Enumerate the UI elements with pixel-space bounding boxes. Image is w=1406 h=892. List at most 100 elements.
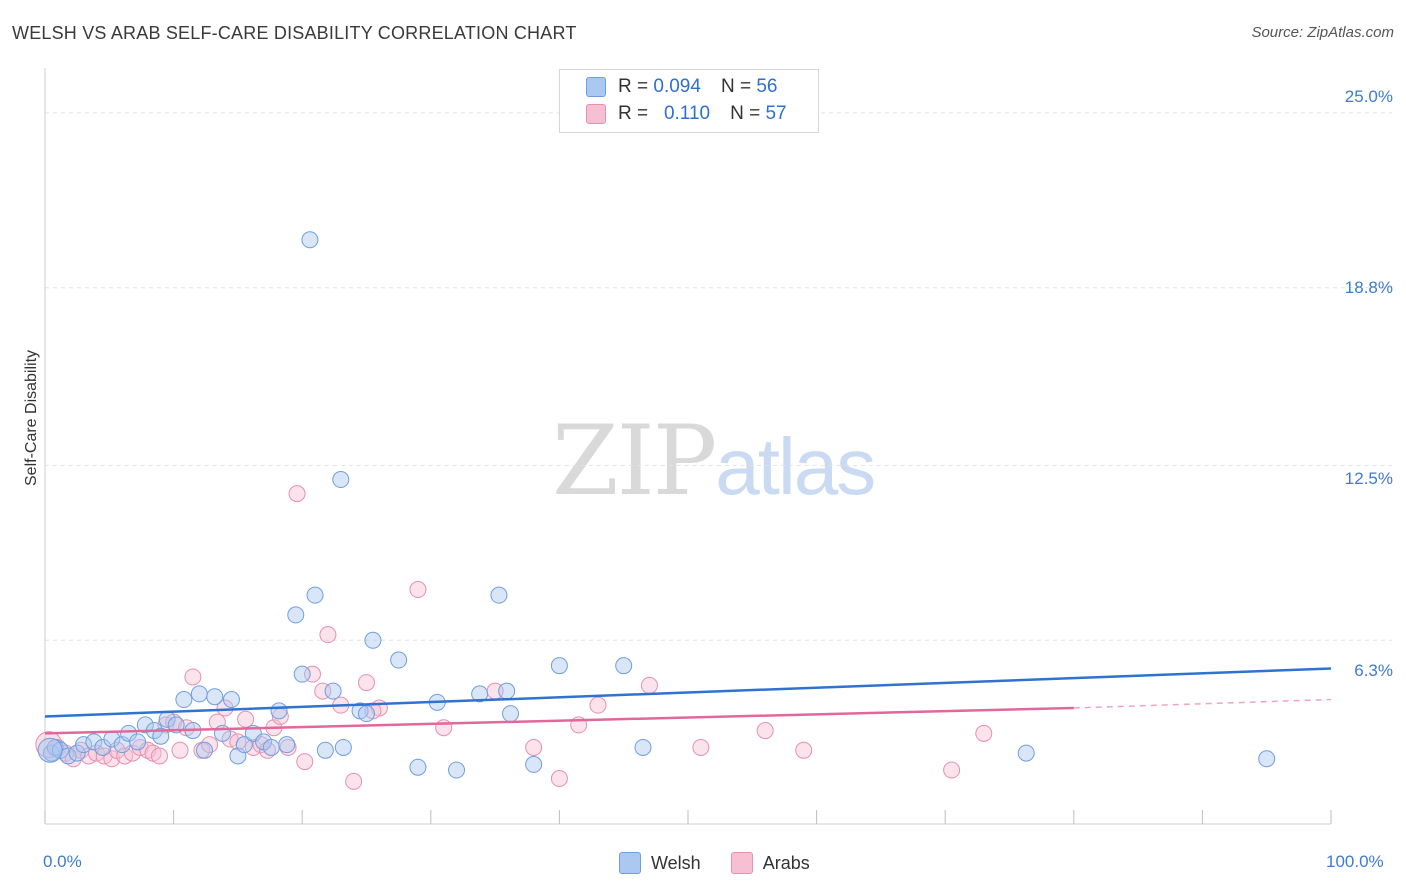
data-point (409, 758, 427, 776)
legend-row-arabs: R = 0.110 N = 57 (586, 102, 787, 126)
data-point (316, 741, 334, 759)
data-point (525, 738, 543, 756)
y-axis-label: Self-Care Disability (23, 349, 40, 486)
data-point (795, 741, 813, 759)
source-label: Source: ZipAtlas.com (1251, 24, 1394, 41)
data-point (262, 738, 280, 756)
legend-r-label: R = (618, 76, 649, 97)
axes (44, 68, 1332, 825)
data-point (364, 631, 382, 649)
data-point (120, 724, 138, 742)
legend-n-label: N = (730, 103, 761, 124)
data-point (345, 772, 363, 790)
data-point (448, 761, 466, 779)
y-tick-label: 25.0% (1344, 87, 1393, 106)
data-point (1017, 744, 1035, 762)
arabs-trend-line (44, 706, 1074, 735)
watermark-atlas: atlas (715, 422, 876, 511)
data-point (184, 668, 202, 686)
data-point (288, 485, 306, 503)
data-point (1258, 750, 1276, 768)
data-point (435, 719, 453, 737)
chart-title: WELSH VS ARAB SELF-CARE DISABILITY CORRE… (12, 23, 577, 43)
arabs-swatch (586, 104, 606, 124)
data-point (303, 665, 321, 683)
data-point (502, 705, 520, 723)
data-point (358, 705, 375, 723)
data-point (589, 696, 607, 714)
data-point (175, 691, 193, 709)
legend-n-value: 56 (756, 76, 778, 97)
data-point (190, 685, 208, 703)
data-point (287, 606, 305, 624)
data-point (279, 738, 297, 756)
welsh-swatch (619, 852, 641, 874)
cluster-point (37, 737, 63, 763)
data-point (195, 741, 213, 759)
data-point (390, 651, 408, 669)
data-point (490, 586, 508, 604)
welsh-legend-label: Welsh (651, 852, 701, 873)
data-point (550, 657, 568, 675)
data-point (324, 682, 342, 700)
x-tick-label: 100.0% (1326, 852, 1384, 871)
legend: R = 0.094 N = 56 R = 0.110 N = 57 (559, 69, 819, 133)
data-point (206, 688, 224, 706)
legend-row-welsh: R = 0.094 N = 56 (586, 75, 777, 99)
data-point (75, 736, 93, 754)
data-point (550, 770, 568, 788)
data-point (296, 753, 314, 771)
data-point (634, 738, 652, 756)
y-tick-label: 12.5% (1344, 469, 1393, 488)
welsh-trend-line (44, 667, 1332, 718)
legend-r-value: 0.110 (663, 103, 711, 124)
data-point (237, 710, 255, 728)
data-point (152, 727, 170, 745)
data-point (103, 750, 121, 768)
data-point (640, 676, 658, 694)
data-point (150, 747, 168, 765)
bottom-legend-welsh: Welsh (619, 852, 701, 874)
arabs-swatch (730, 852, 753, 874)
bottom-legend-arabs: Arabs (730, 852, 810, 874)
bottom-legend: Welsh Arabs (619, 852, 840, 874)
trend-lines (44, 667, 1332, 735)
data-point (975, 724, 993, 742)
data-point (306, 586, 324, 604)
data-point (129, 733, 147, 751)
arabs-legend-label: Arabs (762, 852, 810, 873)
data-point (615, 657, 633, 675)
arabs-points (35, 485, 993, 790)
data-point (94, 738, 112, 756)
data-point (235, 736, 253, 754)
data-point (136, 716, 154, 734)
data-point (332, 471, 350, 489)
data-point (943, 761, 961, 779)
gridlines (45, 112, 1392, 641)
data-point (216, 699, 234, 717)
data-point (692, 738, 710, 756)
y-tick-label: 18.8% (1344, 278, 1393, 297)
data-point (525, 755, 543, 773)
x-tick-label: 0.0% (43, 852, 82, 871)
watermark-zip: ZIP (552, 405, 717, 517)
y-tick-label: 6.3% (1354, 661, 1393, 680)
data-point (68, 744, 86, 762)
welsh-points (37, 231, 1276, 779)
data-point (756, 722, 774, 740)
legend-n-value: 57 (765, 103, 787, 124)
data-point (171, 741, 189, 759)
arabs-trend-extension (1073, 698, 1332, 709)
data-point (471, 685, 489, 703)
data-point (334, 738, 352, 756)
data-point (498, 682, 516, 700)
data-point (293, 665, 311, 683)
data-point (222, 691, 240, 709)
legend-r-label: R = (618, 103, 649, 124)
data-point (301, 231, 319, 249)
welsh-swatch (586, 77, 606, 97)
data-point (319, 626, 337, 644)
data-point (278, 736, 296, 754)
data-point (358, 674, 375, 692)
